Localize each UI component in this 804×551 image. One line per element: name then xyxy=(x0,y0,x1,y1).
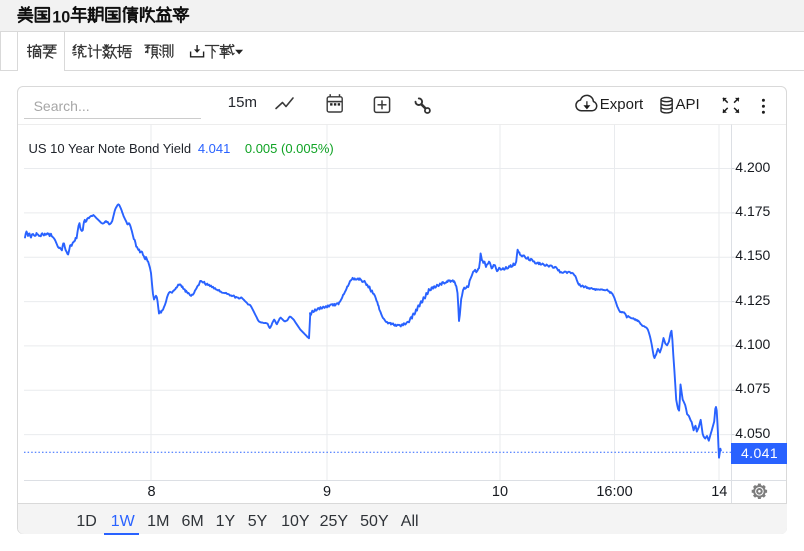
svg-text:10: 10 xyxy=(52,8,70,26)
